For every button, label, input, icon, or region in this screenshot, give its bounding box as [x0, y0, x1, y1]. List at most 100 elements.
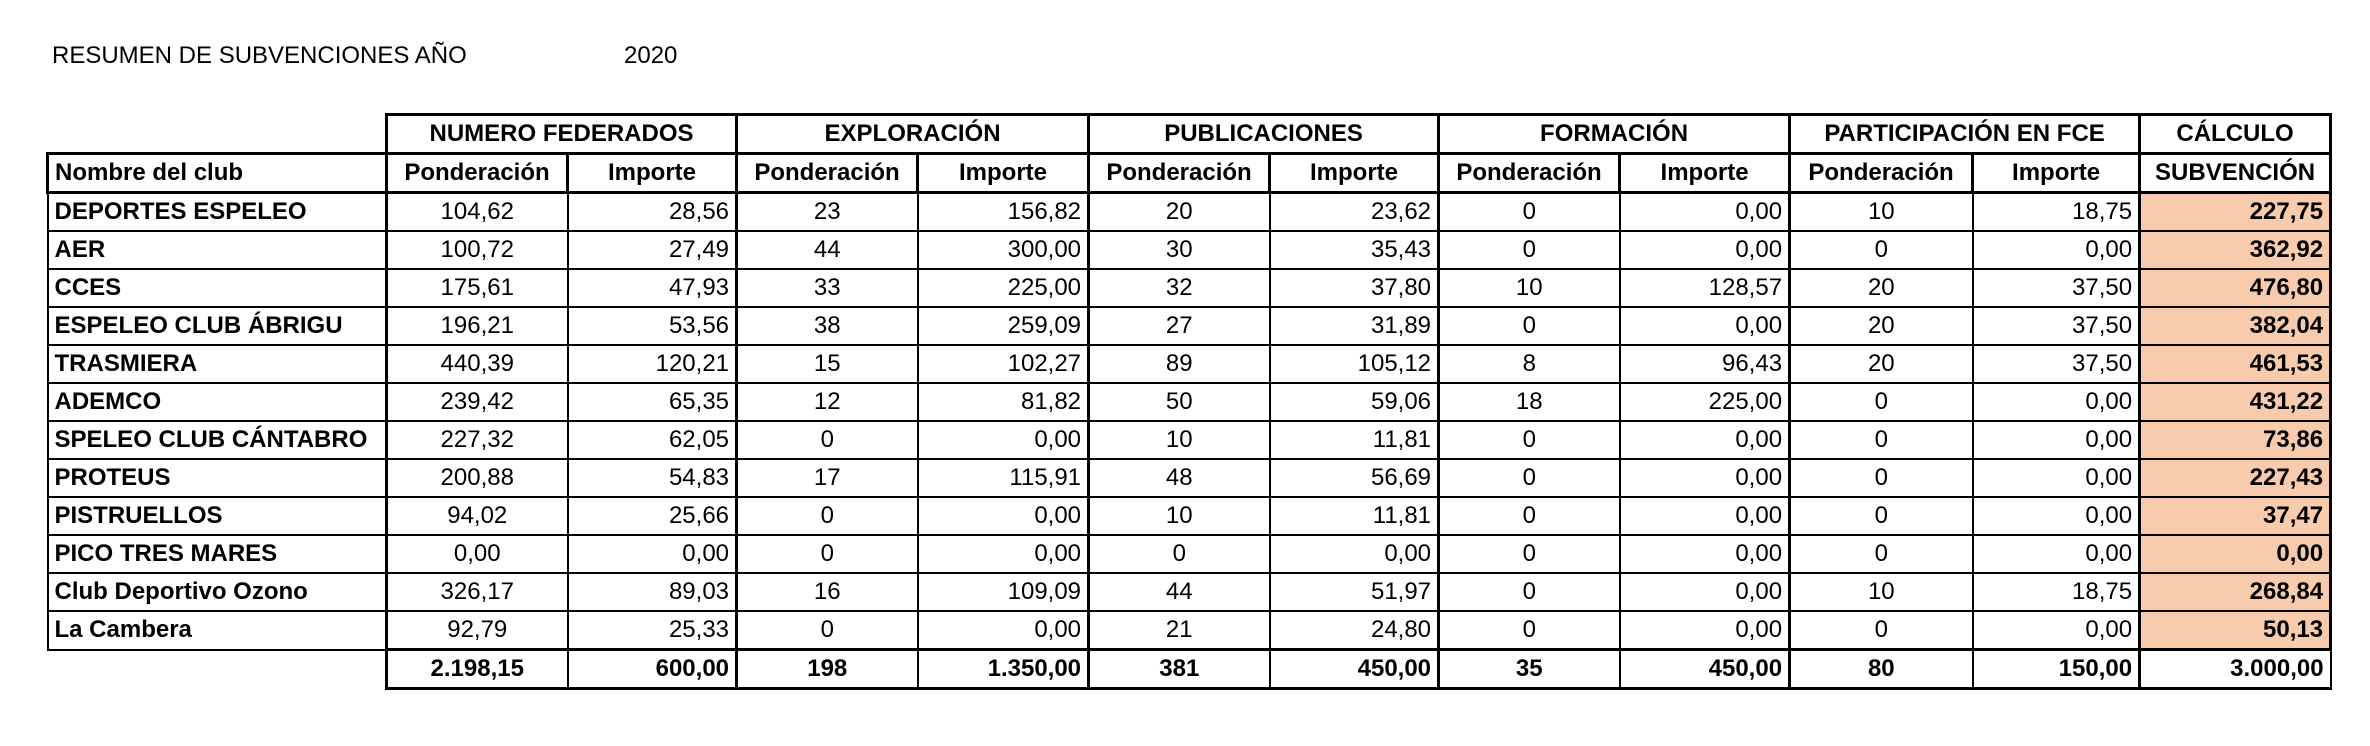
total-cell: 381: [1087, 648, 1271, 690]
value-cell: 0: [735, 420, 919, 460]
value-cell: 62,05: [566, 420, 738, 460]
value-cell: 37,50: [1971, 344, 2141, 384]
value-cell: 27,49: [566, 230, 738, 270]
value-cell: 20: [1788, 344, 1974, 384]
value-cell: 115,91: [916, 458, 1090, 498]
value-cell: 65,35: [566, 382, 738, 422]
value-cell: 120,21: [566, 344, 738, 384]
value-cell: 89,03: [566, 572, 738, 612]
group-header: EXPLORACIÓN: [735, 113, 1091, 155]
value-cell: 0,00: [1618, 420, 1791, 460]
value-cell: 0,00: [1971, 496, 2141, 536]
value-cell: 0,00: [2138, 534, 2333, 574]
club-row: PISTRUELLOS 94,02 25,66 0 0,00 10 11,81 0 0,00 0 0…: [46, 496, 2333, 536]
value-cell: 200,88: [385, 458, 569, 498]
club-name: ESPELEO CLUB ÁBRIGU: [46, 306, 388, 346]
column-header: Ponderación: [735, 152, 920, 194]
club-name: Club Deportivo Ozono: [46, 572, 388, 612]
value-cell: 0,00: [385, 534, 569, 574]
value-cell: 37,47: [2138, 496, 2333, 536]
total-cell: 450,00: [1618, 648, 1791, 690]
total-cell: 35: [1437, 648, 1621, 690]
value-cell: 227,75: [2138, 191, 2333, 232]
club-name: PROTEUS: [46, 458, 388, 498]
value-cell: 196,21: [385, 306, 569, 346]
value-cell: 24,80: [1268, 610, 1440, 651]
value-cell: 0: [735, 496, 919, 536]
value-cell: 0: [1437, 230, 1621, 270]
value-cell: 0: [735, 534, 919, 574]
value-cell: 10: [1087, 496, 1271, 536]
club-row: ADEMCO 239,42 65,35 12 81,82 50 59,06 18 225,00 0…: [46, 382, 2333, 422]
club-row: TRASMIERA 440,39 120,21 15 102,27 89 105,12 8 96…: [46, 344, 2333, 384]
value-cell: 44: [1087, 572, 1271, 612]
value-cell: 50: [1087, 382, 1271, 422]
club-name: ADEMCO: [46, 382, 388, 422]
total-cell: 198: [735, 648, 919, 690]
value-cell: 18,75: [1971, 191, 2141, 232]
value-cell: 25,66: [566, 496, 738, 536]
value-cell: 128,57: [1618, 268, 1791, 308]
club-row: DEPORTES ESPELEO 104,62 28,56 23 156,82 20 23,…: [46, 191, 2333, 232]
column-header: Importe: [1618, 152, 1792, 194]
club-row: Club Deportivo Ozono 326,17 89,03 16 109,09 4…: [46, 572, 2333, 612]
club-name: PISTRUELLOS: [46, 496, 388, 536]
value-cell: 0,00: [1618, 572, 1791, 612]
value-cell: 0,00: [916, 610, 1090, 651]
value-cell: 0: [1437, 306, 1621, 346]
value-cell: 17: [735, 458, 919, 498]
value-cell: 476,80: [2138, 268, 2333, 308]
value-cell: 73,86: [2138, 420, 2333, 460]
club-row: ESPELEO CLUB ÁBRIGU 196,21 53,56 38 259,09 27…: [46, 306, 2333, 346]
total-cell: 1.350,00: [916, 648, 1090, 690]
club-row: CCES 175,61 47,93 33 225,00 32 37,80 10 128,57 20…: [46, 268, 2333, 308]
column-header: Ponderación: [1788, 152, 1975, 194]
column-header: Importe: [916, 152, 1091, 194]
value-cell: 27: [1087, 306, 1271, 346]
value-cell: 28,56: [566, 191, 738, 232]
club-row: La Cambera 92,79 25,33 0 0,00 21 24,80 0 0,00 0 0,…: [46, 610, 2333, 651]
value-cell: 259,09: [916, 306, 1090, 346]
value-cell: 440,39: [385, 344, 569, 384]
value-cell: 0: [1437, 572, 1621, 612]
column-header: Ponderación: [385, 152, 569, 194]
sub-header-row: Nombre del club Ponderación Importe Pondera…: [46, 152, 2333, 194]
subsidy-table: NUMERO FEDERADOS EXPLORACIÓN PUBLICACIONES…: [46, 113, 2333, 690]
total-cell: 80: [1788, 648, 1974, 690]
value-cell: 0,00: [1971, 458, 2141, 498]
value-cell: 31,89: [1268, 306, 1440, 346]
group-header: PUBLICACIONES: [1087, 113, 1441, 155]
value-cell: 102,27: [916, 344, 1090, 384]
value-cell: 175,61: [385, 268, 569, 308]
group-header: NUMERO FEDERADOS: [384, 113, 739, 155]
value-cell: 461,53: [2138, 344, 2333, 384]
value-cell: 326,17: [385, 572, 569, 612]
value-cell: 0: [1788, 458, 1974, 498]
value-cell: 0: [1437, 496, 1621, 536]
value-cell: 362,92: [2138, 230, 2333, 270]
value-cell: 20: [1788, 306, 1974, 346]
club-row: PROTEUS 200,88 54,83 17 115,91 48 56,69 0 0,00 0 0…: [46, 458, 2333, 498]
club-row: AER 100,72 27,49 44 300,00 30 35,43 0 0,00 0 0,00 3…: [46, 230, 2333, 270]
value-cell: 227,43: [2138, 458, 2333, 498]
value-cell: 0: [1788, 534, 1974, 574]
value-cell: 0,00: [916, 534, 1090, 574]
value-cell: 50,13: [2138, 610, 2333, 651]
group-header: PARTICIPACIÓN EN FCE: [1788, 113, 2142, 155]
value-cell: 382,04: [2138, 306, 2333, 346]
value-cell: 33: [735, 268, 919, 308]
value-cell: 11,81: [1268, 420, 1440, 460]
value-cell: 51,97: [1268, 572, 1440, 612]
value-cell: 8: [1437, 344, 1621, 384]
column-header: Ponderación: [1437, 152, 1622, 194]
value-cell: 0,00: [1618, 610, 1791, 651]
value-cell: 0,00: [916, 496, 1090, 536]
value-cell: 11,81: [1268, 496, 1440, 536]
value-cell: 37,50: [1971, 306, 2141, 346]
value-cell: 0: [1788, 610, 1974, 651]
value-cell: 18,75: [1971, 572, 2141, 612]
value-cell: 0,00: [916, 420, 1090, 460]
value-cell: 105,12: [1268, 344, 1440, 384]
value-cell: 0,00: [566, 534, 738, 574]
club-name: PICO TRES MARES: [46, 534, 388, 574]
